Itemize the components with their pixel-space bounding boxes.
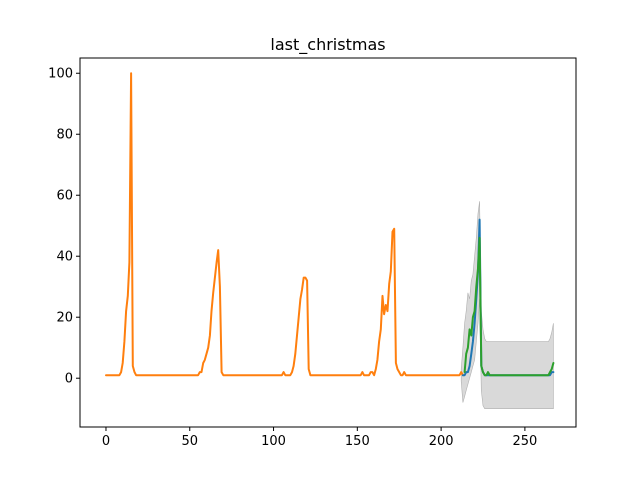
x-tick-label: 200 bbox=[429, 434, 454, 449]
y-tick-label: 60 bbox=[56, 189, 73, 204]
x-tick-label: 100 bbox=[261, 434, 286, 449]
x-tick-label: 50 bbox=[181, 434, 198, 449]
plot-area bbox=[105, 72, 555, 409]
chart-title: last_christmas bbox=[270, 35, 385, 55]
series-line-green bbox=[463, 236, 555, 377]
series-line-orange bbox=[105, 72, 464, 377]
y-tick-label: 40 bbox=[56, 250, 73, 265]
y-tick-label: 0 bbox=[65, 372, 73, 387]
x-tick-label: 250 bbox=[512, 434, 537, 449]
plot-frame bbox=[79, 57, 577, 428]
y-tick-label: 20 bbox=[56, 311, 73, 326]
x-tick-label: 150 bbox=[345, 434, 370, 449]
x-tick-label: 0 bbox=[102, 434, 110, 449]
axes: 0 50 100 150 200 250 0 20 40 60 80 100 bbox=[48, 67, 537, 449]
y-tick-label: 80 bbox=[56, 128, 73, 143]
confidence-band bbox=[460, 201, 554, 409]
y-tick-label: 100 bbox=[48, 67, 73, 82]
